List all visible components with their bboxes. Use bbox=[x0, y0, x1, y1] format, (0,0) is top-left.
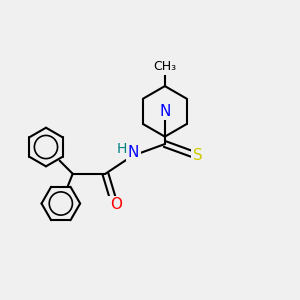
Text: N: N bbox=[128, 145, 139, 160]
Text: H: H bbox=[117, 142, 127, 156]
Text: S: S bbox=[193, 148, 202, 164]
Text: N: N bbox=[159, 104, 170, 119]
Text: CH₃: CH₃ bbox=[153, 60, 176, 73]
Text: O: O bbox=[110, 197, 122, 212]
